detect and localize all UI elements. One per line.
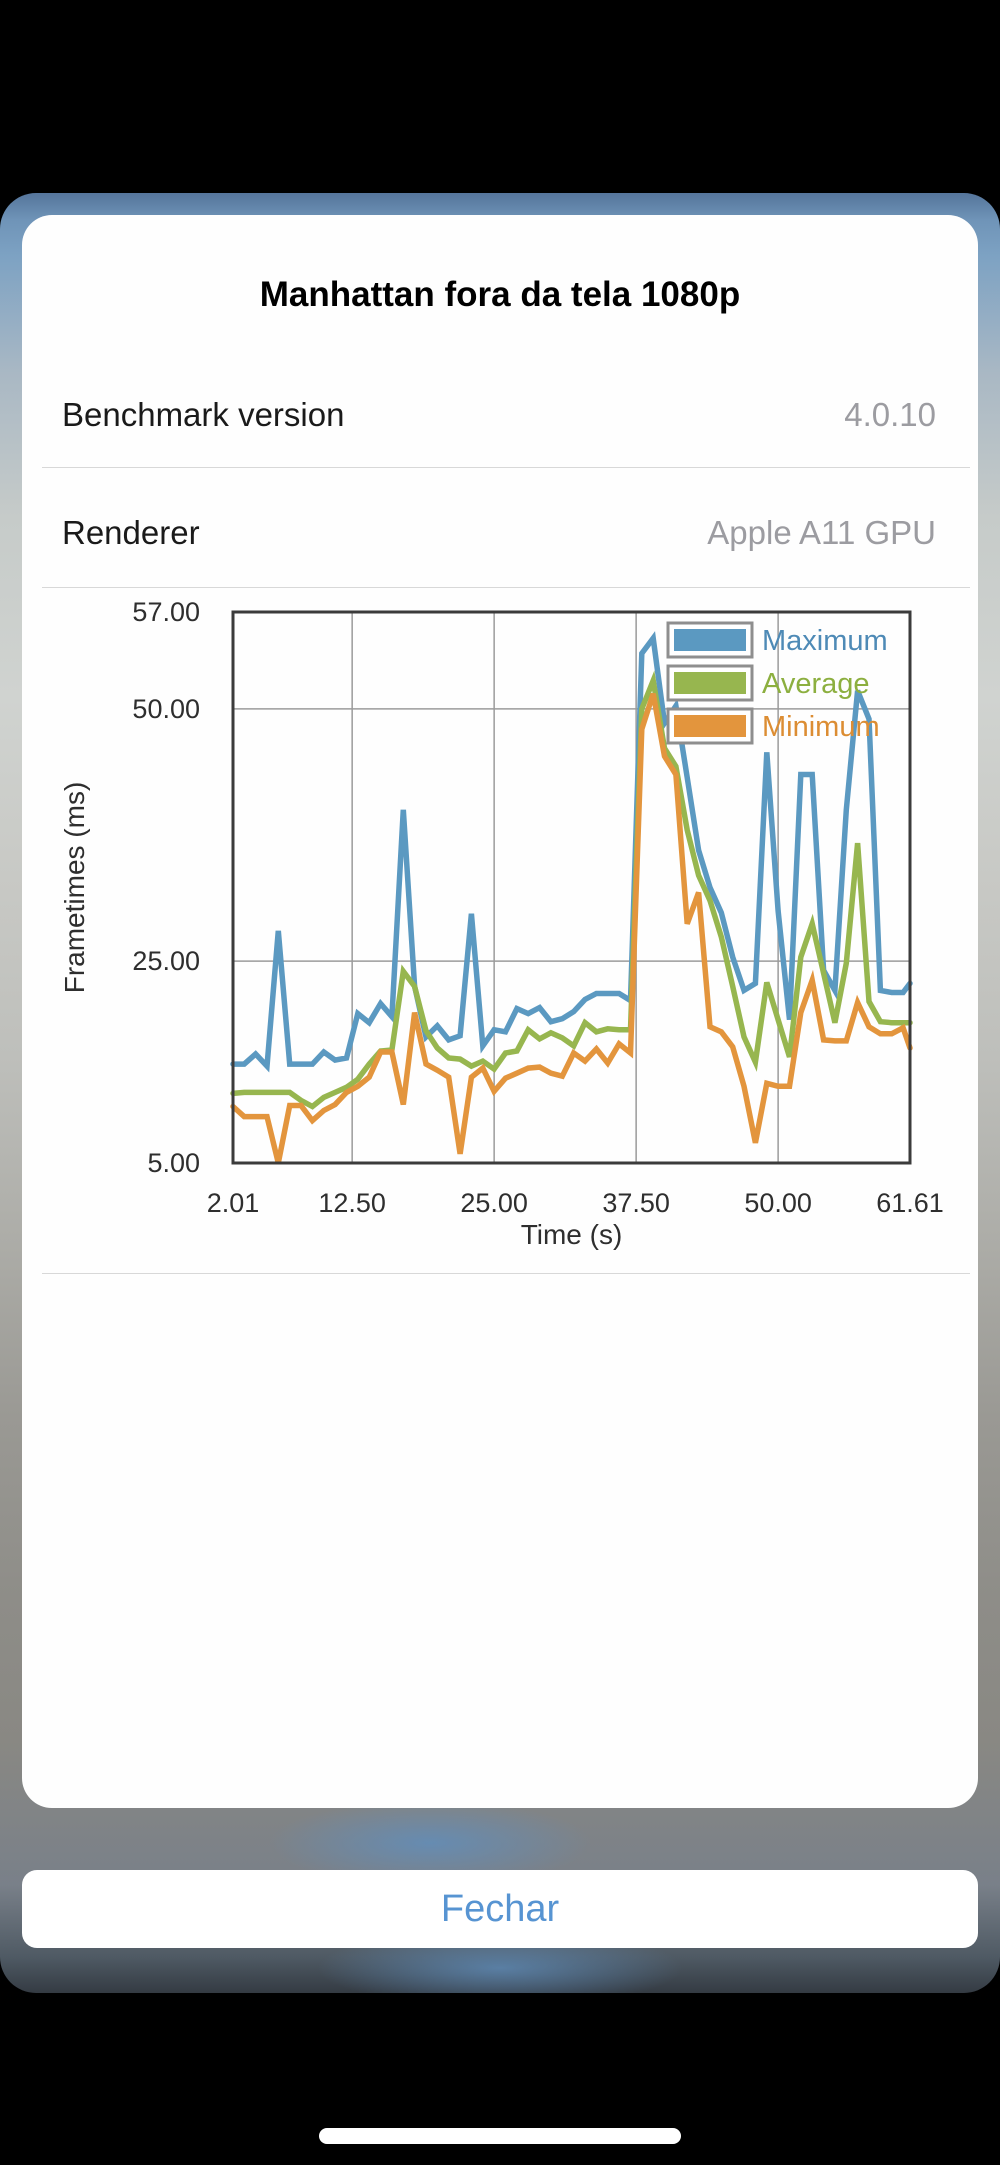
renderer-row: Renderer Apple A11 GPU xyxy=(62,503,936,563)
legend-swatch-maximum xyxy=(674,629,746,651)
series-minimum-line xyxy=(230,692,913,1164)
x-axis-tick-label: 37.50 xyxy=(602,1188,670,1218)
x-axis-tick-label: 2.01 xyxy=(207,1188,260,1218)
renderer-label: Renderer xyxy=(62,514,200,551)
modal-title: Manhattan fora da tela 1080p xyxy=(259,275,741,314)
x-axis-tick-label: 25.00 xyxy=(460,1188,528,1218)
benchmark-result-modal: Manhattan fora da tela 1080p Benchmark v… xyxy=(22,215,978,1808)
divider xyxy=(42,1273,970,1274)
y-axis-tick-label: 57.00 xyxy=(132,597,200,627)
benchmark-version-row: Benchmark version 4.0.10 xyxy=(62,385,936,445)
legend-label-minimum: Minimum xyxy=(762,711,880,743)
close-button[interactable]: Fechar xyxy=(22,1870,978,1948)
renderer-value: Apple A11 GPU xyxy=(707,514,936,551)
x-axis-title: Time (s) xyxy=(521,1219,623,1250)
series-maximum-line xyxy=(230,631,913,1073)
legend-swatch-minimum xyxy=(674,715,746,737)
frametimes-line-chart: Maximum Average Minimum 57.00 50.00 25.00 5.00… xyxy=(59,597,944,1250)
legend-label-average: Average xyxy=(762,668,870,700)
benchmark-version-value: 4.0.10 xyxy=(844,396,936,433)
y-axis-tick-label: 50.00 xyxy=(132,694,200,724)
y-axis-tick-label: 5.00 xyxy=(147,1148,200,1178)
legend-swatch-average xyxy=(674,672,746,694)
frametimes-chart-container: Maximum Average Minimum 57.00 50.00 25.00 5.00… xyxy=(22,590,978,1290)
x-axis-tick-label: 50.00 xyxy=(744,1188,812,1218)
x-axis-tick-label: 61.61 xyxy=(876,1188,944,1218)
x-axis-tick-label: 12.50 xyxy=(318,1188,386,1218)
home-indicator[interactable] xyxy=(319,2128,681,2144)
divider xyxy=(42,467,970,468)
legend-label-maximum: Maximum xyxy=(762,625,888,657)
benchmark-version-label: Benchmark version xyxy=(62,396,345,433)
y-axis-title: Frametimes (ms) xyxy=(59,782,90,994)
y-axis-tick-label: 25.00 xyxy=(132,946,200,976)
series-average-line xyxy=(230,670,913,1110)
divider xyxy=(42,587,970,588)
chart-plot-border xyxy=(231,610,912,1165)
